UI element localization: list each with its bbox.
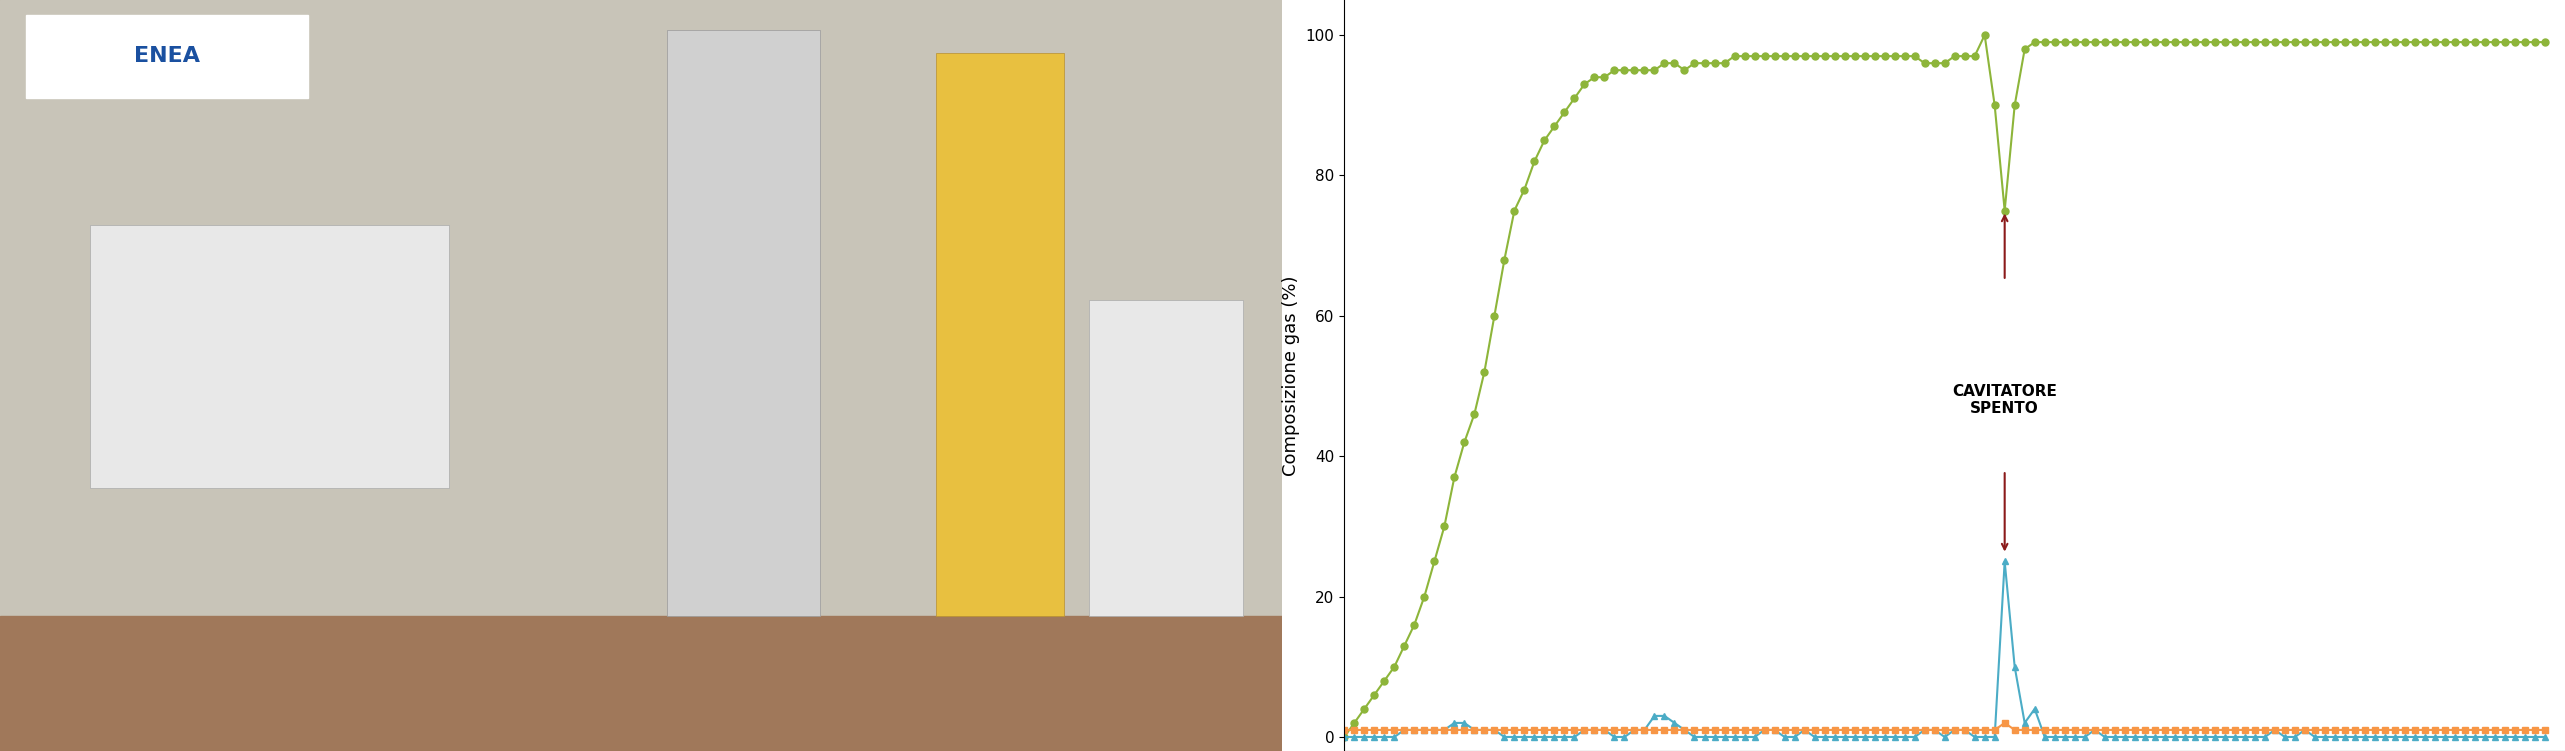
Y-axis label: Composizione gas (%): Composizione gas (%)	[1282, 276, 1300, 475]
CH4	[1449, 438, 1480, 447]
CH4	[2529, 38, 2560, 47]
H2	[2149, 732, 2180, 741]
Line: CH4: CH4	[1341, 32, 2550, 740]
CO2	[1329, 725, 1359, 734]
CH4	[2460, 38, 2491, 47]
Bar	[1090, 300, 1244, 616]
CO2	[1608, 725, 1639, 734]
Bar	[26, 15, 308, 98]
CH4	[1608, 65, 1639, 74]
H2	[1839, 732, 1870, 741]
H2	[2090, 732, 2121, 741]
CH4	[2149, 38, 2180, 47]
CH4	[1329, 732, 1359, 741]
CO2	[2149, 725, 2180, 734]
Bar	[667, 30, 821, 616]
CO2	[1449, 725, 1480, 734]
H2	[1449, 719, 1480, 728]
Text: CAVITATORE
SPENTO: CAVITATORE SPENTO	[1952, 384, 2057, 416]
H2	[1329, 732, 1359, 741]
CO2	[2090, 725, 2121, 734]
CO2	[2529, 725, 2560, 734]
CH4	[1839, 52, 1870, 61]
Bar	[90, 225, 449, 488]
Line: H2: H2	[1341, 558, 2550, 740]
H2	[1990, 557, 2021, 566]
Bar	[936, 53, 1064, 616]
CO2	[1839, 725, 1870, 734]
H2	[1608, 732, 1639, 741]
CH4	[1970, 31, 2001, 40]
Text: ENEA: ENEA	[133, 47, 200, 66]
Bar	[0, 616, 1282, 751]
CH4	[2090, 38, 2121, 47]
H2	[2460, 732, 2491, 741]
CO2	[1990, 719, 2021, 728]
CO2	[2460, 725, 2491, 734]
H2	[2529, 732, 2560, 741]
Line: CO2: CO2	[1341, 720, 2547, 733]
